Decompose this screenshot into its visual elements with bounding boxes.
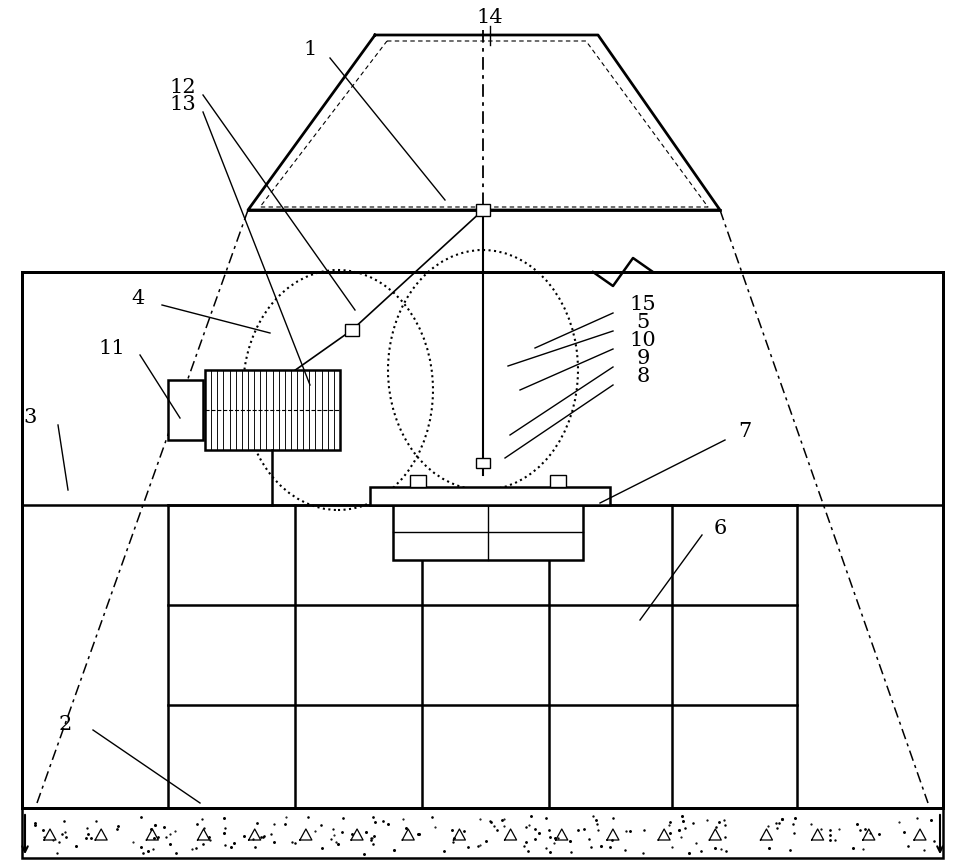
Bar (393, 505, 583, 560)
Text: 8: 8 (636, 368, 649, 387)
Bar (476, 458, 490, 468)
Bar (476, 204, 490, 216)
Bar (410, 475, 426, 487)
Bar (205, 370, 340, 450)
Text: 11: 11 (98, 338, 125, 357)
Text: 1: 1 (303, 41, 317, 60)
Text: 2: 2 (58, 715, 71, 734)
Text: 6: 6 (713, 519, 727, 538)
Text: 9: 9 (636, 350, 649, 369)
Text: 15: 15 (630, 295, 656, 314)
Bar (370, 487, 610, 505)
Bar (550, 475, 566, 487)
Bar (22, 808, 943, 858)
Text: 5: 5 (636, 313, 649, 332)
Text: 10: 10 (629, 331, 656, 350)
Bar (345, 324, 359, 336)
Text: 14: 14 (477, 9, 504, 28)
Text: 3: 3 (23, 408, 37, 427)
Bar (168, 380, 203, 440)
Text: 13: 13 (170, 96, 196, 115)
Text: 7: 7 (738, 423, 752, 442)
Bar (22, 272, 943, 808)
Text: 4: 4 (131, 288, 145, 307)
Text: 12: 12 (170, 79, 196, 98)
